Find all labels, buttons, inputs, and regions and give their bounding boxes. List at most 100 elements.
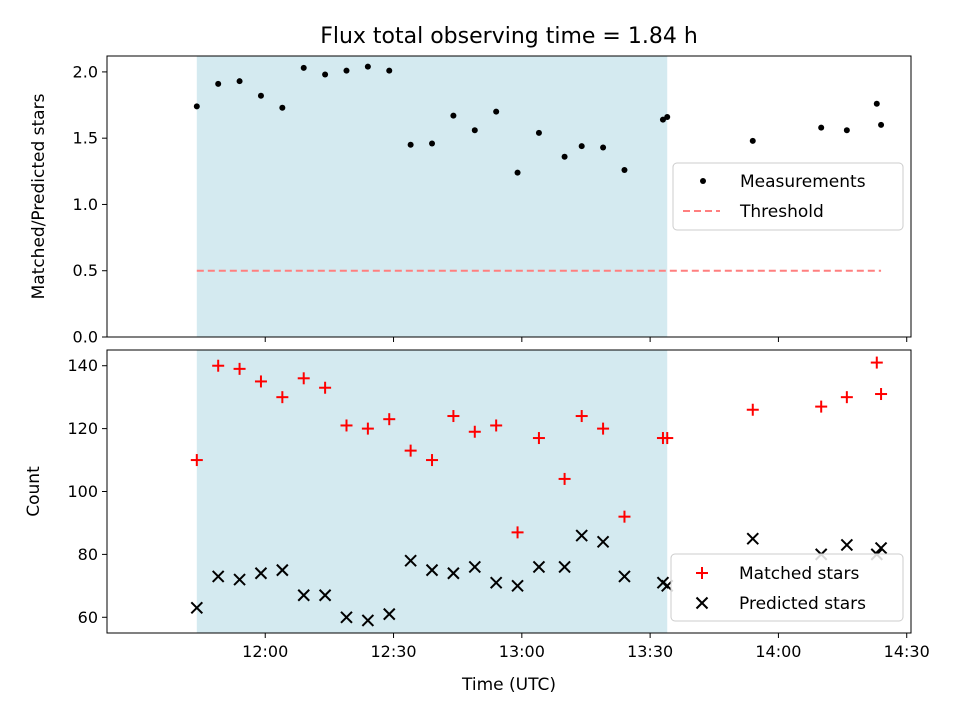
time-x-axis-label: Time (UTC) (461, 675, 556, 695)
y-tick-label: 0.0 (73, 328, 98, 347)
matched-star-point (490, 419, 503, 432)
predicted-star-point (190, 601, 204, 615)
measurement-point (364, 63, 371, 70)
predicted-star-point (532, 560, 546, 574)
y-tick-label: 60 (78, 608, 98, 627)
matched-star-point (190, 454, 203, 467)
ratio-panel-marks (193, 63, 885, 272)
measurement-point (429, 140, 436, 147)
measurement-point (386, 67, 393, 74)
matched-star-point (297, 372, 310, 385)
matched-star-point (468, 425, 481, 438)
count-y-axis-label: Count (24, 466, 44, 517)
measurement-point (471, 127, 478, 134)
measurement-point (600, 144, 607, 151)
matched-star-point (532, 432, 545, 445)
y-tick-label: 140 (67, 356, 98, 375)
predicted-star-point (575, 529, 588, 542)
y-tick-label: 120 (67, 419, 98, 438)
x-tick-label: 13:30 (627, 642, 673, 661)
measurement-point (407, 141, 414, 148)
matched-star-point (575, 410, 588, 423)
measurement-point (578, 143, 585, 150)
predicted-star-point (233, 573, 246, 586)
predicted-star-point (447, 567, 460, 580)
legend-measurements-label: Measurements (740, 172, 866, 192)
matched-star-point (746, 403, 759, 416)
measurement-point (818, 124, 825, 131)
predicted-star-point (746, 532, 759, 545)
matched-star-point (447, 410, 460, 423)
measurement-point (236, 78, 243, 85)
matched-star-point (233, 362, 246, 375)
legend-threshold-label: Threshold (739, 202, 824, 222)
legend-matched-label: Matched stars (739, 564, 859, 584)
matched-star-point (597, 422, 610, 435)
x-tick-label: 14:30 (884, 642, 930, 661)
measurement-point (843, 127, 850, 134)
measurement-point (300, 64, 307, 71)
matched-star-point (815, 400, 828, 413)
matched-star-point (404, 444, 417, 457)
predicted-star-point (874, 541, 888, 555)
measurement-point (878, 121, 885, 128)
measurement-point (873, 100, 880, 107)
y-tick-label: 0.5 (73, 261, 98, 280)
legend-measurements-marker (700, 178, 706, 184)
matched-star-point (361, 422, 374, 435)
predicted-star-point (425, 563, 439, 577)
y-tick-label: 1.0 (73, 195, 98, 214)
matched-star-point (212, 359, 225, 372)
x-tick-label: 12:30 (370, 642, 416, 661)
predicted-star-point (340, 611, 353, 624)
counts-panel-ticks: 60 80 100 120 140 12:00 12:30 13:00 13:30 14:00 14… (67, 356, 929, 661)
observing-window-shade (196, 56, 668, 337)
predicted-star-point (558, 560, 571, 574)
matched-star-point (870, 356, 883, 369)
y-tick-label: 80 (78, 545, 98, 564)
predicted-star-point (276, 563, 289, 577)
matched-star-point (276, 391, 289, 404)
counts-panel: 60 80 100 120 140 12:00 12:30 13:00 13:30 14:00 14… (24, 349, 930, 695)
matched-star-point (618, 510, 631, 523)
measurement-point (343, 67, 350, 74)
measurement-point (215, 80, 222, 87)
legend-cross-glyph (695, 596, 709, 610)
measurement-point (664, 113, 671, 120)
measurement-point (749, 137, 756, 144)
predicted-star-point (596, 535, 610, 549)
matched-star-point (319, 381, 332, 394)
ratio-panel-frame (106, 55, 912, 338)
observing-window-shade (196, 350, 668, 633)
counts-legend: Matched stars Predicted stars (670, 553, 904, 622)
matched-star-point (340, 419, 353, 432)
x-tick-label: 14:00 (755, 642, 801, 661)
x-tick-label: 13:00 (499, 642, 545, 661)
legend-plus-glyph (696, 567, 708, 579)
measurement-point (322, 71, 329, 78)
measurement-point (535, 129, 542, 136)
predicted-star-point (468, 560, 481, 574)
predicted-star-point (511, 579, 524, 593)
measurement-point (279, 104, 286, 111)
predicted-star-point (404, 554, 417, 567)
y-tick-label: 100 (67, 482, 98, 501)
measurement-point (659, 116, 666, 123)
measurement-point (450, 112, 457, 119)
matched-star-point (511, 526, 524, 539)
legend-predicted-marker (695, 596, 709, 610)
matched-star-point (426, 454, 439, 467)
legend-predicted-label: Predicted stars (739, 594, 866, 614)
predicted-star-point (383, 607, 396, 621)
y-tick-label: 1.5 (73, 129, 98, 148)
predicted-star-point (297, 589, 310, 602)
matched-star-point (254, 375, 267, 388)
predicted-star-point (361, 614, 375, 627)
measurement-point (493, 108, 500, 115)
measurement-point (193, 103, 200, 110)
predicted-star-point (489, 576, 503, 589)
matched-star-point (558, 472, 571, 485)
ratio-panel: 0.0 0.5 1.0 1.5 2.0 Flux total observing tim… (29, 24, 912, 347)
matched-star-point (875, 388, 888, 401)
